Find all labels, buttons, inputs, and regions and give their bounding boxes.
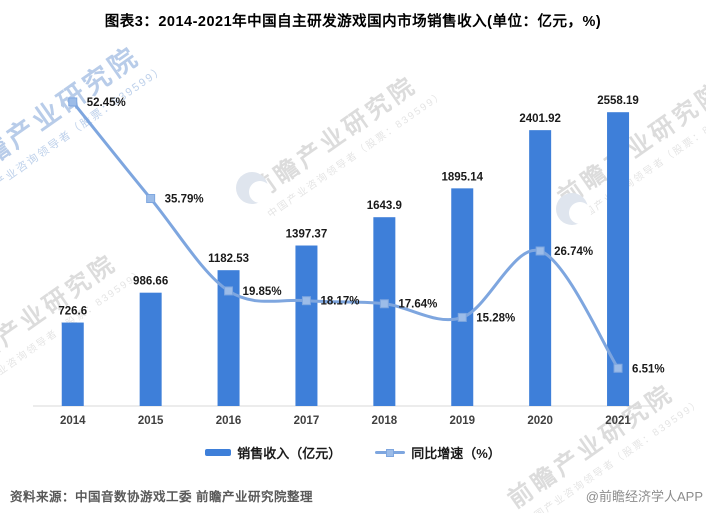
line-swatch-icon xyxy=(375,448,406,457)
bar-2019 xyxy=(451,188,474,406)
legend-item-sales: 销售收入（亿元） xyxy=(205,443,341,462)
bar-value-label: 2558.19 xyxy=(597,95,639,107)
bar-2020 xyxy=(529,130,552,407)
bar-2018 xyxy=(373,217,396,406)
bar-value-label: 1182.53 xyxy=(208,253,249,265)
growth-marker xyxy=(224,286,234,296)
growth-value-label: 17.64% xyxy=(398,299,437,311)
bar-2016 xyxy=(217,270,240,406)
year-label: 2021 xyxy=(605,415,631,427)
bar-value-label: 1895.14 xyxy=(441,171,483,183)
bar-2017 xyxy=(295,245,318,406)
growth-marker xyxy=(146,194,156,204)
growth-marker xyxy=(457,312,467,322)
growth-marker xyxy=(379,299,389,309)
growth-value-label: 19.85% xyxy=(243,286,282,298)
growth-value-label: 18.17% xyxy=(320,296,359,308)
year-label: 2018 xyxy=(372,415,398,427)
legend-item-growth: 同比增速（%） xyxy=(375,443,501,462)
footer-source: 资料来源：中国音数协游戏工委 前瞻产业研究院整理 xyxy=(10,490,313,504)
footer-brand: @前瞻经济学人APP xyxy=(585,489,703,504)
year-label: 2015 xyxy=(138,415,164,427)
growth-marker xyxy=(301,296,311,306)
chart-title: 图表3：2014-2021年中国自主研发游戏国内市场销售收入(单位：亿元，%) xyxy=(104,14,602,30)
year-label: 2020 xyxy=(527,415,553,427)
growth-value-label: 26.74% xyxy=(554,246,593,258)
bar-2015 xyxy=(139,292,162,406)
growth-marker xyxy=(613,363,623,373)
year-label: 2017 xyxy=(294,415,320,427)
legend-growth-label: 同比增速（%） xyxy=(411,446,501,461)
plot-area: 726.6 2014 986.66 2015 1182.53 2016 1397.37 201… xyxy=(33,95,665,427)
bar-value-label: 2401.92 xyxy=(519,113,561,125)
bar-swatch-icon xyxy=(205,449,232,456)
growth-marker xyxy=(68,97,78,107)
legend-sales-label: 销售收入（亿元） xyxy=(237,446,342,461)
bar-2014 xyxy=(61,322,84,406)
growth-marker xyxy=(535,246,545,256)
bar-value-label: 726.6 xyxy=(58,306,87,318)
growth-value-label: 35.79% xyxy=(165,194,204,206)
legend: 销售收入（亿元） 同比增速（%） xyxy=(0,443,706,462)
growth-value-label: 6.51% xyxy=(632,363,665,375)
bar-2021 xyxy=(607,112,630,406)
bar-value-label: 986.66 xyxy=(133,276,168,288)
growth-value-label: 52.45% xyxy=(87,97,126,109)
year-label: 2019 xyxy=(449,415,475,427)
bar-value-label: 1397.37 xyxy=(286,229,328,241)
year-label: 2014 xyxy=(60,415,86,427)
bar-value-label: 1643.9 xyxy=(367,200,402,212)
year-label: 2016 xyxy=(216,415,242,427)
growth-value-label: 15.28% xyxy=(476,312,515,324)
